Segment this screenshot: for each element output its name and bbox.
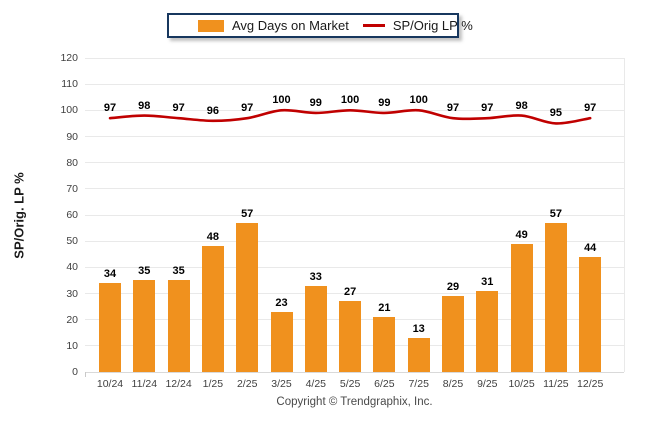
- bar-12/24: [167, 280, 190, 372]
- gridline-y-50: [85, 240, 624, 242]
- x-tick-label: 10/24: [96, 378, 124, 390]
- gridline-y-60: [85, 214, 624, 216]
- x-tick-label: 7/25: [408, 378, 429, 390]
- legend-bar-swatch-icon: [198, 19, 224, 32]
- x-tick-label: 5/25: [339, 378, 361, 390]
- x-tick-label: 12/25: [577, 378, 604, 390]
- bar-value-label: 48: [206, 231, 220, 244]
- bar-7/25: [407, 337, 430, 372]
- plot-area: 34 35 35 48 57 23 33 27 21 13 29 31 49 57 44 97 98 97 96 97…: [85, 57, 625, 377]
- bar-8/25: [442, 296, 464, 372]
- bar-10/24: [99, 283, 121, 372]
- gridline-y-120: [85, 57, 624, 59]
- y-tick-label: 50: [66, 235, 78, 248]
- bar-value-label: 34: [103, 268, 117, 281]
- line-value-label: 98: [515, 99, 528, 112]
- y-axis-tick-labels: 0 10 20 30 40 50 60 70 80 90 100 110 120: [0, 52, 80, 378]
- bar-6/25: [373, 317, 396, 372]
- gridline-y-70: [85, 188, 624, 190]
- y-tick-label: 0: [72, 366, 78, 378]
- line-value-label: 97: [241, 102, 254, 115]
- x-tick-label: 3/25: [271, 378, 292, 390]
- bar-value-label: 13: [412, 322, 425, 335]
- bar-value-label: 33: [309, 270, 322, 283]
- bar-11/25: [544, 222, 567, 372]
- y-tick-label: 70: [66, 182, 78, 195]
- y-tick-label: 110: [61, 78, 78, 91]
- legend-label-avg-days: Avg Days on Market: [232, 18, 349, 33]
- bar-value-label: 35: [138, 265, 151, 278]
- line-value-label: 100: [272, 94, 291, 107]
- y-tick-label: 60: [66, 209, 78, 221]
- bar-11/24: [133, 280, 156, 372]
- legend-line-swatch-icon: [362, 24, 385, 27]
- gridline-y-40: [85, 266, 624, 268]
- x-axis-tick-labels: 10/24 11/24 12/24 1/25 2/25 3/25 4/25 5/25 6/25 7…: [85, 378, 624, 394]
- chart-legend: Avg Days on Market SP/Orig LP %: [167, 13, 473, 38]
- x-tick-label: 1/25: [202, 378, 224, 390]
- gridline-y-110: [85, 83, 624, 85]
- bar-value-label: 27: [343, 286, 357, 299]
- gridline-y-0: [85, 371, 624, 373]
- bar-2/25: [236, 222, 259, 372]
- bar-value-label: 21: [378, 302, 391, 315]
- y-tick-label: 20: [66, 313, 78, 326]
- line-value-label: 97: [584, 102, 597, 115]
- bar-value-label: 35: [172, 265, 185, 278]
- bar-5/25: [339, 301, 362, 372]
- bar-1/25: [201, 246, 224, 372]
- bar-9/25: [476, 290, 499, 372]
- x-tick-label: 4/25: [305, 378, 327, 390]
- line-value-label: 100: [340, 94, 360, 107]
- line-value-label: 97: [172, 102, 185, 115]
- y-tick-label: 120: [60, 52, 78, 64]
- bar-3/25: [270, 311, 293, 372]
- bar-4/25: [304, 285, 327, 372]
- y-tick-label: 100: [60, 104, 78, 117]
- bar-12/25: [579, 256, 602, 372]
- legend-label-sp-orig-lp: SP/Orig LP %: [392, 18, 473, 33]
- line-value-label: 99: [309, 96, 322, 109]
- x-tick-label: 8/25: [442, 378, 464, 390]
- y-tick-label: 10: [66, 339, 78, 352]
- bar-10/25: [510, 243, 533, 372]
- line-value-label: 98: [138, 99, 151, 112]
- x-tick-label: 10/25: [508, 378, 535, 390]
- x-tick-label: 9/25: [477, 378, 498, 390]
- bar-value-label: 57: [241, 207, 254, 220]
- bar-value-label: 31: [481, 275, 494, 288]
- y-tick-label: 30: [66, 287, 78, 300]
- bar-value-label: 49: [515, 228, 528, 241]
- x-tick-label: 2/25: [236, 378, 258, 390]
- line-value-label: 97: [103, 102, 117, 115]
- line-value-label: 97: [481, 102, 494, 115]
- copyright-text: Copyright © Trendgraphix, Inc.: [276, 396, 433, 408]
- y-tick-label: 40: [66, 261, 78, 274]
- line-value-label: 100: [409, 94, 428, 107]
- bar-value-label: 29: [446, 281, 460, 294]
- line-value-label: 95: [549, 107, 563, 120]
- y-tick-label: 80: [66, 156, 78, 169]
- x-axis-tick-mark: [85, 372, 86, 377]
- x-tick-label: 11/25: [543, 378, 569, 390]
- line-value-label: 96: [206, 104, 220, 117]
- gridline-y-90: [85, 136, 624, 137]
- y-tick-label: 90: [66, 130, 78, 143]
- x-tick-label: 11/24: [131, 378, 158, 390]
- bar-value-label: 23: [275, 296, 288, 309]
- bar-value-label: 44: [584, 241, 597, 254]
- line-value-label: 99: [378, 96, 391, 109]
- gridline-y-30: [85, 293, 624, 294]
- x-tick-label: 6/25: [374, 378, 395, 390]
- gridline-y-80: [85, 162, 624, 164]
- line-value-label: 97: [446, 102, 460, 115]
- bar-value-label: 57: [549, 207, 563, 220]
- sp-orig-lp-line: [108, 108, 592, 125]
- x-tick-label: 12/24: [165, 378, 192, 390]
